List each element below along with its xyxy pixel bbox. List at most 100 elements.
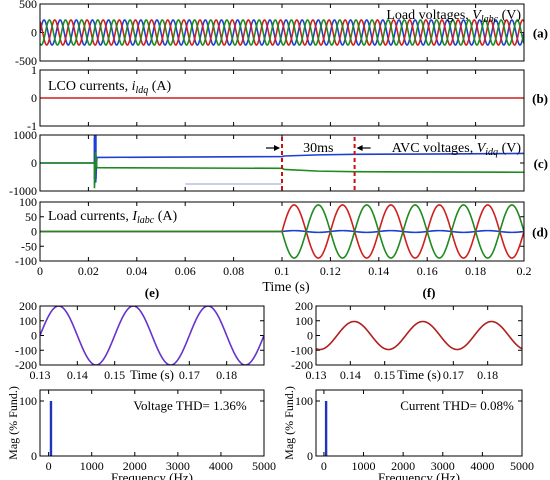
y-tick-label-d: 100 bbox=[19, 195, 37, 209]
x-axis-label-e_fft: Frequency (Hz) bbox=[111, 470, 193, 480]
y-tick-label-c: 1000 bbox=[13, 128, 37, 142]
series-line-c-0 bbox=[40, 137, 524, 183]
y-axis-label-f_fft: Mag (% Fund.) bbox=[282, 386, 296, 460]
y-tick-label-b: -1 bbox=[27, 119, 37, 133]
panel-b: 1 0 -1 LCO currents, ildq (A) (b) bbox=[27, 63, 548, 133]
y-tick-label-d: 0 bbox=[31, 225, 37, 239]
x-tick-label-f_fft: 2000 bbox=[391, 459, 415, 473]
series-group-d bbox=[40, 204, 524, 259]
plot-area-e_fft bbox=[40, 390, 264, 456]
series-line-e_time-0 bbox=[40, 306, 264, 365]
x-tick-label-e_fft: 3000 bbox=[166, 459, 190, 473]
x-tick-label-d: 0.08 bbox=[223, 264, 244, 278]
x-tick-label-d: 0 bbox=[37, 264, 43, 278]
x-tick-label-d: 0.18 bbox=[465, 264, 486, 278]
y-tick-label-d: -100 bbox=[15, 254, 37, 268]
plot-border-a bbox=[39, 3, 525, 62]
x-tick-label-f_fft: 3000 bbox=[431, 459, 455, 473]
series-group-e_time bbox=[40, 306, 264, 365]
plot-border-c bbox=[39, 134, 525, 192]
y-tick-label-e_time: 100 bbox=[19, 314, 37, 328]
arrow-left-head bbox=[274, 145, 280, 151]
panel-letter-b: (b) bbox=[532, 91, 548, 106]
x-tick-label-d: 0.14 bbox=[368, 264, 389, 278]
y-tick-label-a: 0 bbox=[31, 26, 37, 40]
x-tick-label-e_fft: 2000 bbox=[123, 459, 147, 473]
x-tick-label-e_fft: 5000 bbox=[252, 459, 276, 473]
plot-border-e_time bbox=[39, 305, 265, 366]
y-tick-label-a: -500 bbox=[15, 54, 37, 68]
x-tick-label-f_fft: 5000 bbox=[510, 459, 534, 473]
x-tick-label-f_time: 0.17 bbox=[443, 368, 464, 382]
series-group-f_time bbox=[316, 320, 522, 351]
x-tick-label-f_fft: 4000 bbox=[470, 459, 494, 473]
x-axis-label-d: Time (s) bbox=[262, 280, 310, 295]
y-tick-label-f_fft: 100 bbox=[295, 394, 313, 408]
plot-border-d bbox=[39, 201, 525, 262]
y-tick-label-d: 50 bbox=[25, 210, 37, 224]
y-tick-label-f_fft: 0 bbox=[307, 449, 313, 463]
y-tick-label-e_fft: 0 bbox=[31, 449, 37, 463]
x-tick-label-e_time: 0.14 bbox=[67, 368, 88, 382]
x-tick-label-f_time: 0.18 bbox=[477, 368, 498, 382]
x-tick-label-d: 0.06 bbox=[175, 264, 196, 278]
thd-annotation-e_fft: Voltage THD= 1.36% bbox=[133, 398, 247, 413]
y-tick-label-b: 1 bbox=[31, 63, 37, 77]
panel-label-b: LCO currents, ildq (A) bbox=[48, 79, 172, 96]
y-tick-label-c: 0 bbox=[31, 156, 37, 170]
y-tick-label-f_time: -200 bbox=[291, 358, 313, 372]
series-line-a-2 bbox=[40, 19, 524, 46]
series-group-a bbox=[40, 19, 524, 46]
x-tick-label-d: 0.1 bbox=[275, 264, 290, 278]
y-tick-label-e_fft: 100 bbox=[19, 394, 37, 408]
plot-border-b bbox=[39, 69, 525, 127]
y-tick-label-e_time: 200 bbox=[19, 299, 37, 313]
panel-letter-a: (a) bbox=[533, 26, 548, 41]
series-line-a-1 bbox=[40, 19, 524, 46]
x-tick-label-e_time: 0.18 bbox=[216, 368, 237, 382]
y-tick-label-f_time: 200 bbox=[295, 299, 313, 313]
series-line-d-2 bbox=[40, 204, 524, 259]
x-axis-label-e_time: Time (s) bbox=[130, 367, 174, 382]
x-tick-label-d: 0.04 bbox=[126, 264, 147, 278]
plot-border-f_time bbox=[315, 305, 523, 366]
y-tick-label-a: 500 bbox=[19, 0, 37, 11]
x-axis-label-f_time: Time (s) bbox=[397, 367, 441, 382]
x-axis-label-f_fft: Frequency (Hz) bbox=[378, 470, 460, 480]
x-tick-label-e_fft: 1000 bbox=[80, 459, 104, 473]
bar-f_fft bbox=[324, 401, 328, 456]
panel-label-d: Load currents, Ilabc (A) bbox=[48, 209, 178, 226]
x-tick-label-f_time: 0.14 bbox=[340, 368, 361, 382]
x-tick-label-e_time: 0.13 bbox=[30, 368, 51, 382]
x-tick-label-f_time: 0.13 bbox=[306, 368, 327, 382]
x-tick-label-f_time: 0.15 bbox=[374, 368, 395, 382]
series-line-a-0 bbox=[40, 19, 524, 46]
panel-a: 500 0 -500 Load voltages, Vlabc (V) (a) bbox=[15, 0, 548, 68]
plot-border-e_fft bbox=[39, 389, 265, 457]
panel-letter-c: (c) bbox=[534, 156, 548, 171]
panel-letter-f_time: (f) bbox=[423, 285, 436, 300]
y-axis-label-e_fft: Mag (% Fund.) bbox=[6, 386, 20, 460]
y-tick-label-e_time: -100 bbox=[15, 343, 37, 357]
y-tick-label-f_time: 0 bbox=[307, 329, 313, 343]
thd-annotation-f_fft: Current THD= 0.08% bbox=[400, 398, 514, 413]
plot-area-f_time bbox=[316, 306, 522, 365]
y-tick-label-e_time: 0 bbox=[31, 329, 37, 343]
x-tick-label-d: 0.16 bbox=[417, 264, 438, 278]
x-tick-label-d: 0.02 bbox=[78, 264, 99, 278]
series-line-f_time-0 bbox=[316, 320, 522, 351]
x-tick-label-f_fft: 0 bbox=[321, 459, 327, 473]
x-tick-label-e_time: 0.15 bbox=[104, 368, 125, 382]
panel-c: 1000 0 -1000 AVC voltages, Vidq (V) (c) 30ms bbox=[9, 128, 548, 198]
panel-letter-e_time: (e) bbox=[145, 285, 159, 300]
y-tick-label-d: -50 bbox=[21, 239, 37, 253]
y-tick-label-b: 0 bbox=[31, 91, 37, 105]
y-tick-label-f_time: 100 bbox=[295, 314, 313, 328]
y-tick-label-f_time: -100 bbox=[291, 343, 313, 357]
panel-letter-d: (d) bbox=[532, 225, 548, 240]
